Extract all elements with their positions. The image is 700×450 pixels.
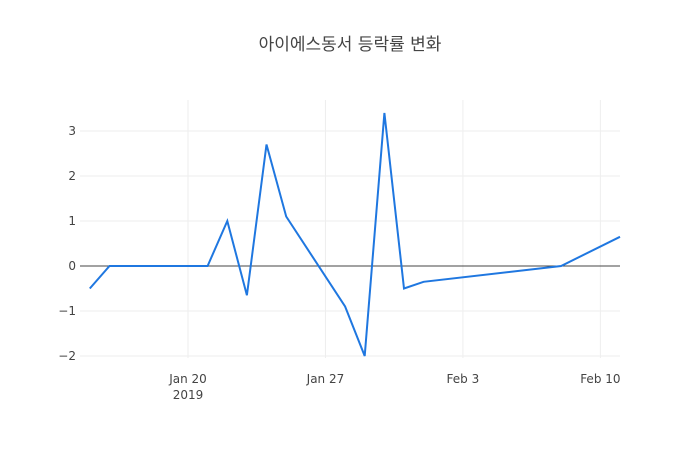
- series-line: [89, 112, 621, 357]
- chart-title: 아이에스동서 등락률 변화: [258, 35, 442, 55]
- grid-layer: [80, 100, 620, 358]
- x-tick-year-label: 2019: [173, 388, 204, 402]
- y-tick-label: 1: [68, 214, 76, 228]
- x-axis: Jan 20 Jan 27 Feb 3 Feb 10 2019: [168, 372, 620, 402]
- y-axis: 3 2 1 0 −1 −2: [58, 124, 76, 363]
- y-tick-label: 3: [68, 124, 76, 138]
- x-tick-label: Feb 10: [580, 372, 620, 386]
- x-tick-label: Jan 20: [168, 372, 207, 386]
- series-layer: [89, 112, 621, 357]
- y-tick-label: −2: [58, 349, 76, 363]
- x-tick-label: Feb 3: [447, 372, 480, 386]
- x-tick-label: Jan 27: [306, 372, 345, 386]
- y-tick-label: −1: [58, 304, 76, 318]
- y-tick-label: 2: [68, 169, 76, 183]
- y-tick-label: 0: [68, 259, 76, 273]
